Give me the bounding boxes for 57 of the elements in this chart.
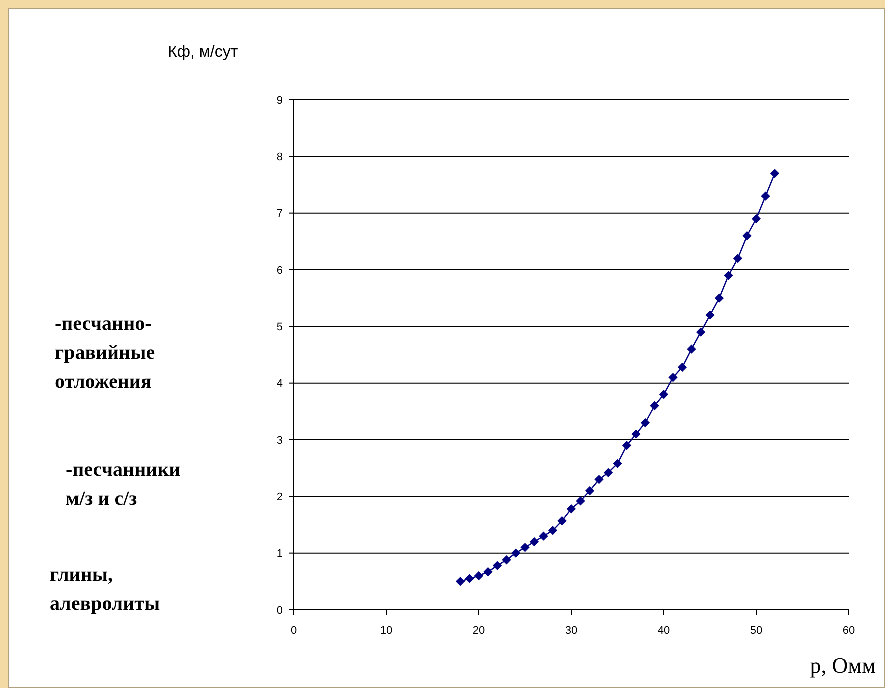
point <box>604 468 614 478</box>
point <box>650 401 660 411</box>
point <box>511 548 521 558</box>
y-tick-label: 6 <box>276 264 283 277</box>
x-tick-label: 60 <box>842 625 856 637</box>
x-tick-label: 30 <box>565 625 578 637</box>
point <box>594 475 604 484</box>
point <box>761 192 770 201</box>
point <box>724 271 734 280</box>
y-tick-label: 5 <box>276 322 283 334</box>
y-tick-label: 4 <box>276 378 283 390</box>
point <box>456 577 466 586</box>
point <box>687 344 696 354</box>
point <box>566 504 576 514</box>
point <box>558 516 567 526</box>
point <box>530 537 540 547</box>
y-tick-label: 9 <box>276 94 283 107</box>
point <box>733 254 743 264</box>
point <box>576 496 586 506</box>
point <box>484 567 493 577</box>
point <box>548 526 558 536</box>
y-tick-label: 1 <box>276 548 283 560</box>
point <box>622 441 632 450</box>
y-axis-title: Кф, м/сут <box>168 44 239 61</box>
y-tick-label: 2 <box>276 492 283 504</box>
text: глины, алевролиты <box>50 564 160 615</box>
y-tick-label: 0 <box>276 604 283 617</box>
point <box>668 373 678 382</box>
point <box>474 571 484 581</box>
y-tick-label: 8 <box>276 152 283 164</box>
point <box>640 418 650 428</box>
point <box>752 214 762 224</box>
x-tick-label: 0 <box>290 625 298 637</box>
y-tick-label: 7 <box>276 208 283 220</box>
x-axis-title: р, Омм <box>810 653 876 678</box>
x-tick-label: 10 <box>380 625 393 637</box>
x-tick-label: 40 <box>658 625 670 637</box>
x-tick-label: 50 <box>750 625 763 637</box>
point <box>502 556 512 565</box>
point <box>742 231 752 241</box>
point <box>613 459 622 468</box>
x-tick-label: 20 <box>472 625 486 637</box>
point <box>492 561 502 570</box>
point <box>696 328 706 337</box>
point <box>659 390 669 400</box>
point <box>706 310 715 320</box>
point <box>585 486 595 496</box>
point <box>539 532 548 541</box>
point <box>632 430 641 439</box>
point <box>770 169 780 178</box>
y-tick-label: 3 <box>276 434 283 447</box>
text: -песчанники м/з и с/з <box>66 459 181 510</box>
point <box>520 543 530 552</box>
point <box>678 362 688 372</box>
text: -песчанно- гравийные отложения <box>55 313 156 393</box>
point <box>465 574 474 584</box>
point <box>714 294 724 303</box>
